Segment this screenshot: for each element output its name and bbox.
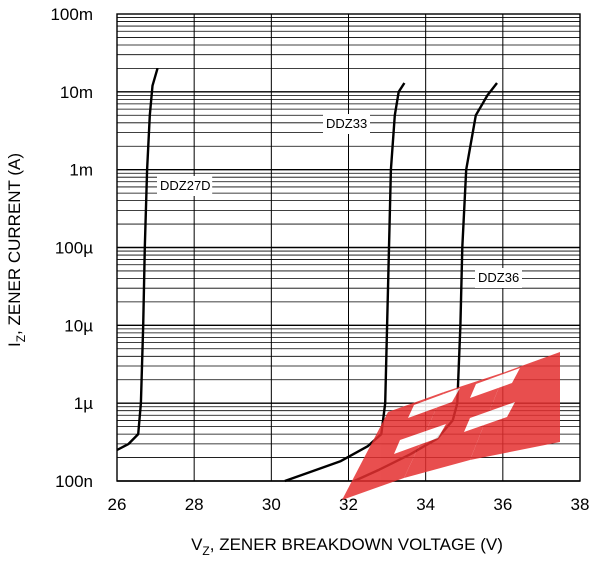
y-tick-label: 100n [55,472,93,491]
y-tick-label: 10m [60,83,93,102]
y-tick-label: 1m [69,161,93,180]
curve-label-ddz27d: DDZ27D [160,178,211,193]
y-axis-label: IZ, ZENER CURRENT (A) [5,153,28,347]
x-tick-labels: 26 28 30 32 34 36 38 [108,495,590,514]
y-axis-label-rest: , ZENER CURRENT (A) [5,153,24,335]
plot-border [116,13,581,482]
curve-label-bg [475,268,522,288]
x-tick-label: 32 [339,495,358,514]
x-tick-label: 30 [262,495,281,514]
x-tick-label: 34 [416,495,435,514]
curve-label-bg [323,114,370,134]
y-tick-label: 100µ [55,239,93,258]
series-line-ddz27d [116,68,159,452]
y-tick-label: 10µ [64,316,93,335]
curve-labels: DDZ27D DDZ33 DDZ36 [157,114,522,288]
curve-label-ddz36: DDZ36 [478,270,519,285]
watermark-logo [342,352,560,500]
y-axis-label-main: I [5,342,24,347]
x-tick-label: 26 [108,495,127,514]
x-axis-label-main: V [191,535,203,554]
curve-label-bg [157,176,213,196]
y-tick-label: 100m [50,5,93,24]
x-tick-label: 38 [571,495,590,514]
x-tick-label: 36 [493,495,512,514]
y-tick-labels: 100n 1µ 10µ 100µ 1m 10m 100m [50,5,93,491]
series-line-ddz33 [284,82,406,483]
x-axis-label: VZ, ZENER BREAKDOWN VOLTAGE (V) [191,535,503,558]
x-tick-label: 28 [185,495,204,514]
y-tick-label: 1µ [74,394,93,413]
plot-frame [116,13,581,482]
x-axis-label-rest: , ZENER BREAKDOWN VOLTAGE (V) [210,535,503,554]
curve-label-ddz33: DDZ33 [326,116,367,131]
x-axis-label-sub: Z [202,544,209,558]
y-axis-label-sub: Z [14,335,28,342]
